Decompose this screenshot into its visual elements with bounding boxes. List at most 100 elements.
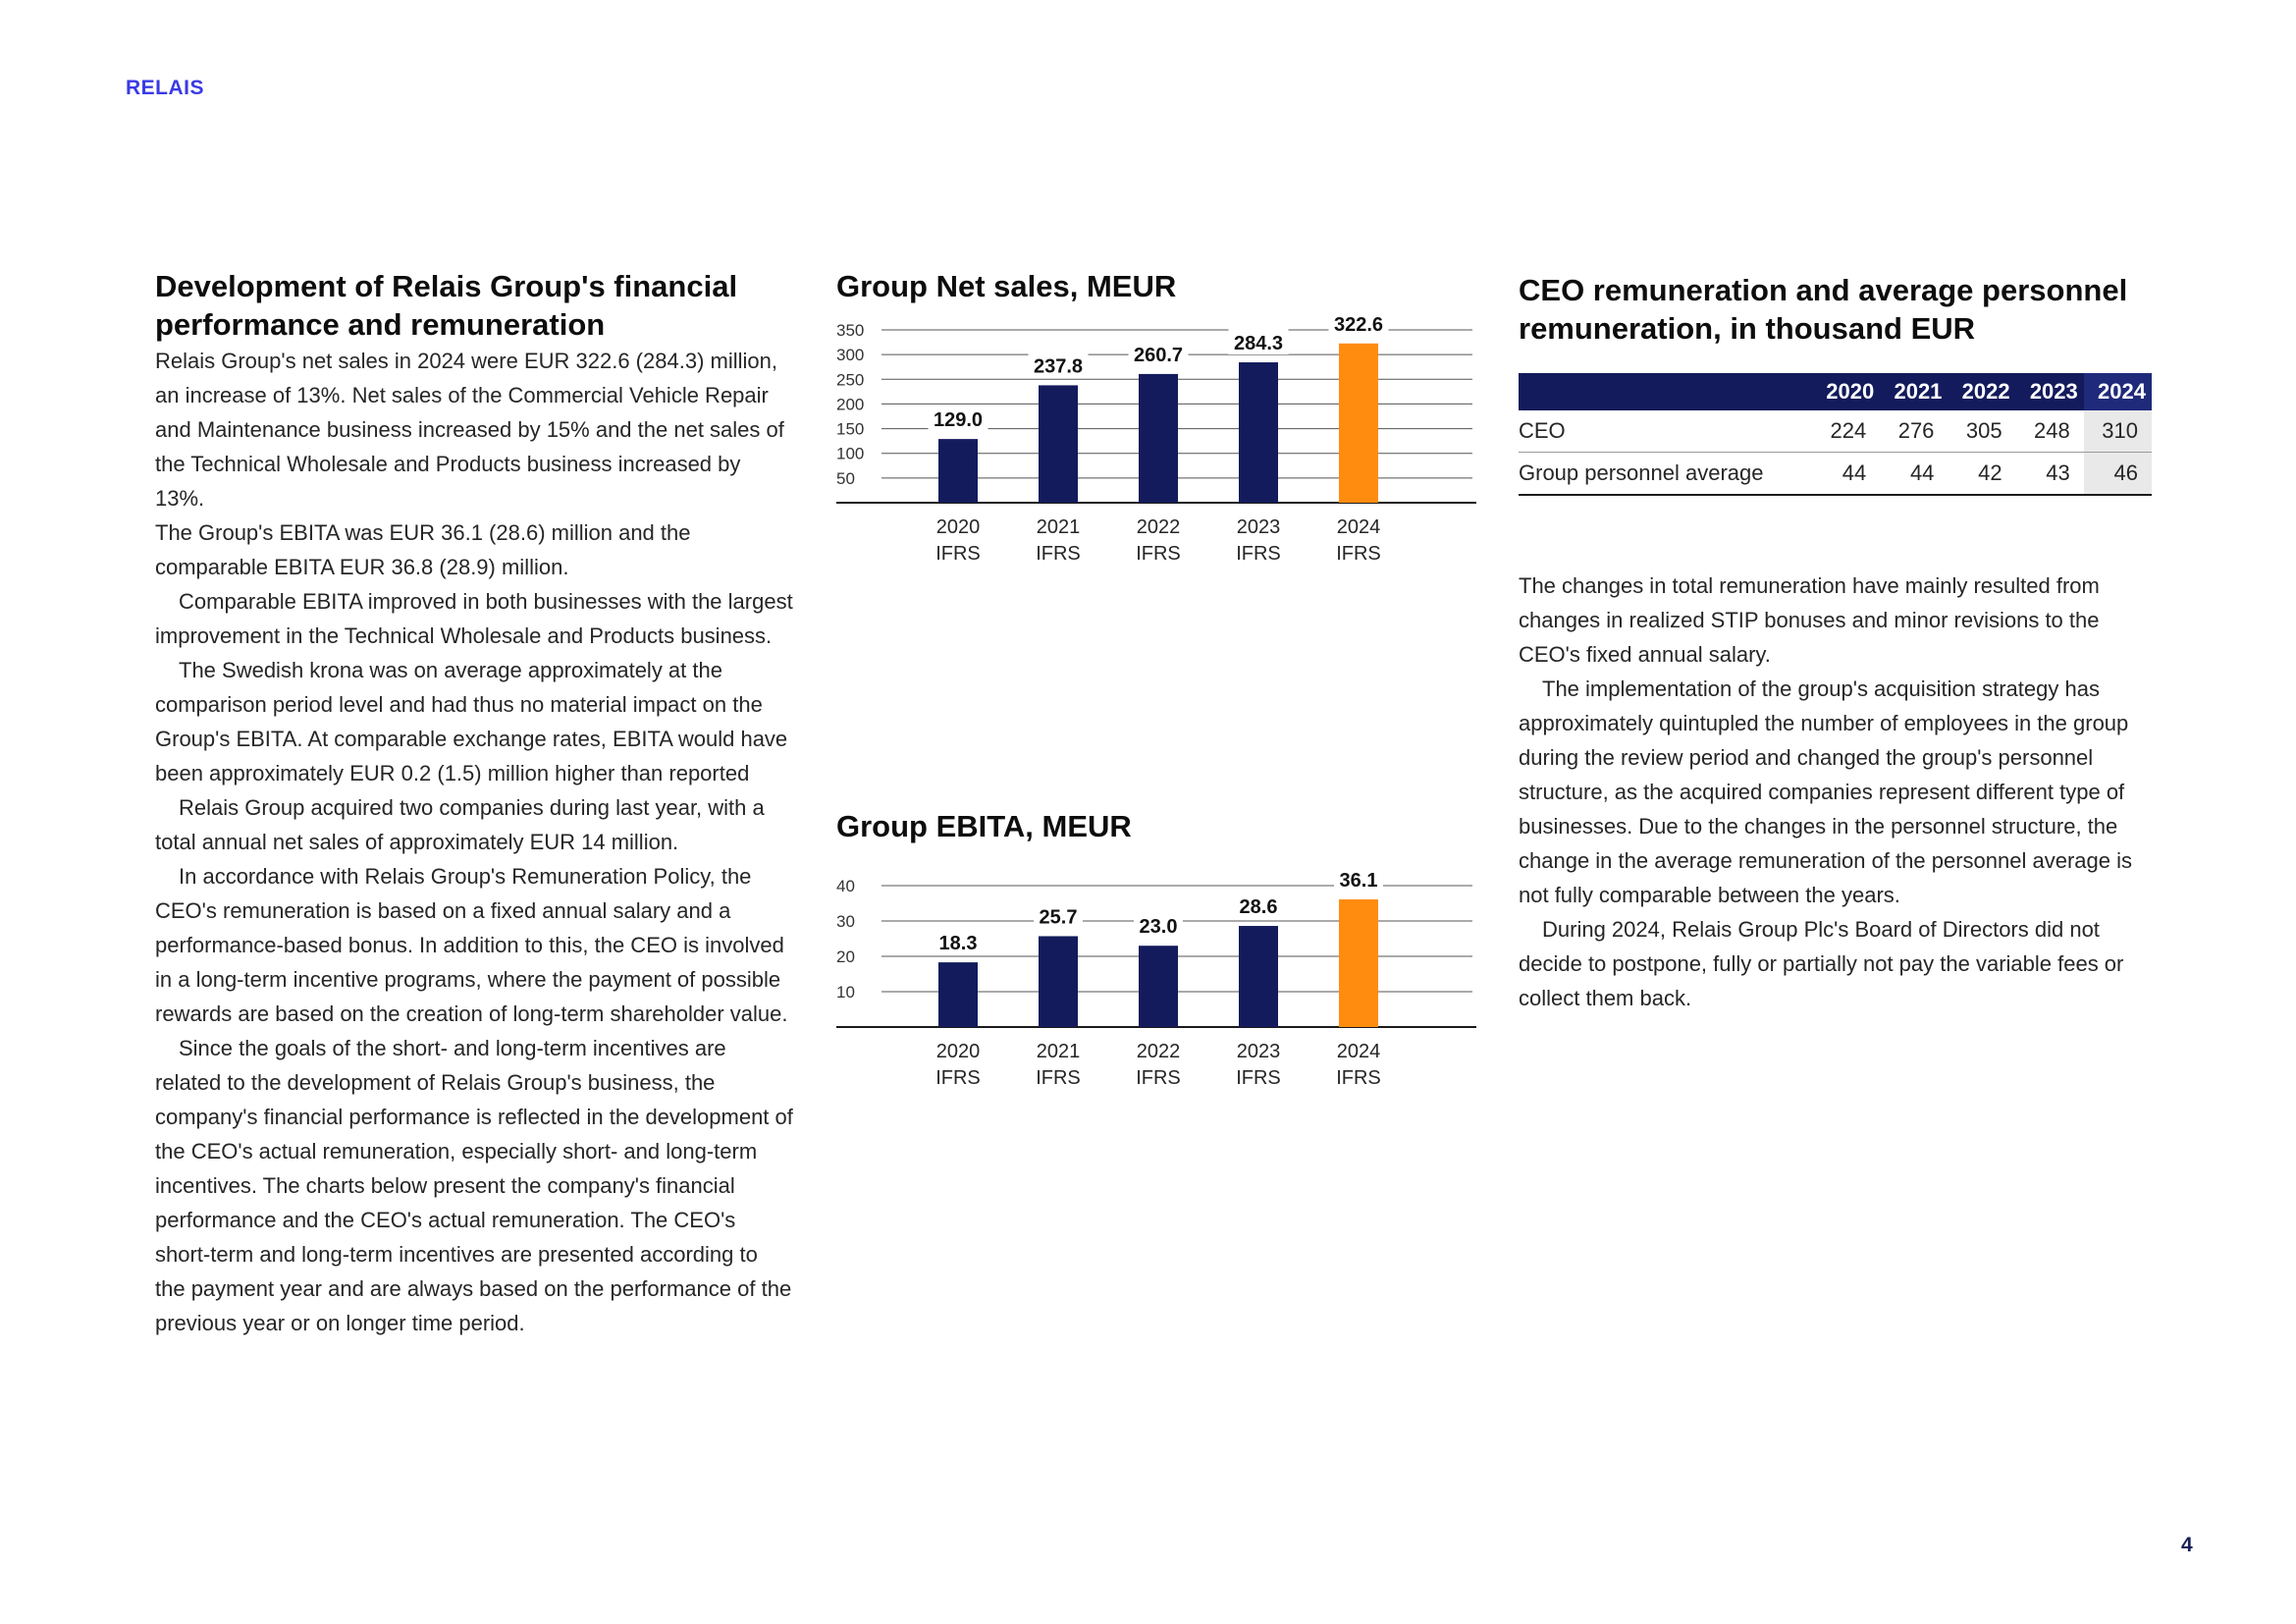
row-label: Group personnel average (1519, 452, 1813, 496)
paragraph: The implementation of the group's acquis… (1519, 677, 2132, 907)
table-row: CEO 224 276 305 248 310 (1519, 410, 2152, 453)
y-tick-label: 20 (836, 947, 855, 966)
x-tick-sublabel: IFRS (1336, 543, 1381, 565)
bar (938, 439, 978, 503)
data-label-bg (1034, 902, 1083, 929)
table-header-cell: 2020 (1812, 373, 1881, 410)
x-tick-sublabel: IFRS (1236, 543, 1281, 565)
paragraph: The Swedish krona was on average approxi… (155, 658, 788, 785)
bar (1239, 926, 1278, 1027)
table-header-row: 2020 2021 2022 2023 2024 (1519, 373, 2152, 410)
chart-title: Group EBITA, MEUR (836, 809, 1132, 843)
x-tick-label: 2024 (1337, 1041, 1381, 1062)
data-label-bg (934, 929, 983, 955)
left-body-text: Relais Group's net sales in 2024 were EU… (155, 344, 793, 1340)
table-header-cell: 2024 (2083, 373, 2152, 410)
x-tick-sublabel: IFRS (1236, 1067, 1281, 1089)
right-column: CEO remuneration and average personnel r… (1519, 271, 2157, 1015)
data-label: 36.1 (1340, 870, 1378, 892)
page-number: 4 (2181, 1534, 2193, 1556)
y-tick-label: 40 (836, 877, 855, 895)
x-tick-label: 2024 (1337, 516, 1381, 538)
data-label: 23.0 (1140, 916, 1178, 938)
paragraph: Comparable EBITA improved in both busine… (155, 589, 793, 648)
x-tick-sublabel: IFRS (1136, 543, 1181, 565)
table-cell: 248 (2015, 410, 2084, 453)
y-tick-label: 300 (836, 346, 864, 364)
bar (1039, 385, 1078, 503)
data-label-bg (1234, 893, 1283, 919)
x-tick-sublabel: IFRS (935, 1067, 981, 1089)
x-tick-sublabel: IFRS (1136, 1067, 1181, 1089)
net-sales-bar-chart: 50 100 150 200 250 300 350 129.0 2020 IFRS 237.8 20… (836, 316, 1476, 565)
right-section-title: CEO remuneration and average personnel r… (1519, 273, 2128, 346)
data-label-bg (1328, 316, 1389, 336)
x-tick-label: 2020 (936, 1041, 981, 1062)
table-cell: 310 (2083, 410, 2152, 453)
data-label-bg (1128, 340, 1189, 366)
table-cell: 224 (1812, 410, 1881, 453)
x-tick-label: 2021 (1037, 516, 1081, 538)
x-tick-sublabel: IFRS (1036, 543, 1081, 565)
table-cell: 44 (1880, 452, 1949, 496)
table-header-cell: 2023 (2015, 373, 2084, 410)
bar (1139, 946, 1178, 1027)
paragraph: Since the goals of the short- and long-t… (155, 1036, 793, 1335)
table-cell: 44 (1812, 452, 1881, 496)
remuneration-table: 2020 2021 2022 2023 2024 CEO 224 276 305… (1519, 373, 2152, 496)
paragraph: During 2024, Relais Group Plc's Board of… (1519, 917, 2124, 1010)
x-tick-label: 2023 (1237, 1041, 1281, 1062)
x-tick-sublabel: IFRS (1036, 1067, 1081, 1089)
bar (1039, 936, 1078, 1027)
row-label: CEO (1519, 410, 1813, 453)
data-label: 284.3 (1234, 333, 1283, 354)
table-cell: 43 (2015, 452, 2084, 496)
table-header-cell: 2022 (1948, 373, 2016, 410)
right-body-text: The changes in total remuneration have m… (1519, 568, 2157, 1015)
bar (1339, 343, 1378, 503)
net-sales-chart: Group Net sales, MEUR 50 100 150 200 250 300 3… (836, 267, 1476, 565)
table-cell: 46 (2083, 452, 2152, 496)
x-tick-sublabel: IFRS (935, 543, 981, 565)
data-label-bg (1028, 352, 1089, 378)
bar (1239, 362, 1278, 503)
bar (1139, 373, 1178, 503)
paragraph: The Group's EBITA was EUR 36.1 (28.6) mi… (155, 520, 691, 579)
table-cell: 305 (1948, 410, 2016, 453)
left-column: Development of Relais Group's financial … (155, 267, 793, 1340)
data-label: 28.6 (1240, 896, 1278, 918)
data-label-bg (928, 406, 988, 432)
y-tick-label: 50 (836, 469, 855, 488)
y-tick-label: 100 (836, 445, 864, 463)
data-label: 260.7 (1134, 345, 1183, 366)
data-label: 25.7 (1040, 906, 1078, 928)
ebita-bar-chart: 10 20 30 40 18.3 2020 IFRS 25.7 2021 IFRS 23.0 2022… (836, 866, 1476, 1089)
table-header-cell: 2021 (1880, 373, 1949, 410)
data-label: 237.8 (1034, 355, 1083, 377)
x-tick-label: 2020 (936, 516, 981, 538)
y-tick-label: 150 (836, 420, 864, 439)
data-label: 18.3 (939, 933, 978, 954)
data-label: 322.6 (1334, 316, 1383, 336)
data-label-bg (1334, 866, 1383, 893)
y-tick-label: 30 (836, 912, 855, 931)
y-tick-label: 10 (836, 983, 855, 1001)
x-tick-sublabel: IFRS (1336, 1067, 1381, 1089)
data-label-bg (1228, 329, 1289, 355)
paragraph: In accordance with Relais Group's Remune… (155, 864, 788, 1026)
table-header-cell (1519, 373, 1813, 410)
y-tick-label: 250 (836, 370, 864, 389)
ebita-chart: Group EBITA, MEUR 10 20 30 40 18.3 2020 IFRS 25… (836, 807, 1476, 1089)
brand-logo: RELAIS (126, 77, 205, 99)
data-label-bg (1134, 912, 1183, 939)
x-tick-label: 2023 (1237, 516, 1281, 538)
x-tick-label: 2022 (1137, 516, 1181, 538)
bar (1339, 899, 1378, 1027)
chart-title: Group Net sales, MEUR (836, 269, 1177, 303)
y-tick-label: 350 (836, 321, 864, 340)
x-tick-label: 2021 (1037, 1041, 1081, 1062)
paragraph: Relais Group acquired two companies duri… (155, 795, 765, 854)
paragraph: The changes in total remuneration have m… (1519, 573, 2100, 667)
table-row: Group personnel average 44 44 42 43 46 (1519, 452, 2152, 496)
y-tick-label: 200 (836, 395, 864, 413)
